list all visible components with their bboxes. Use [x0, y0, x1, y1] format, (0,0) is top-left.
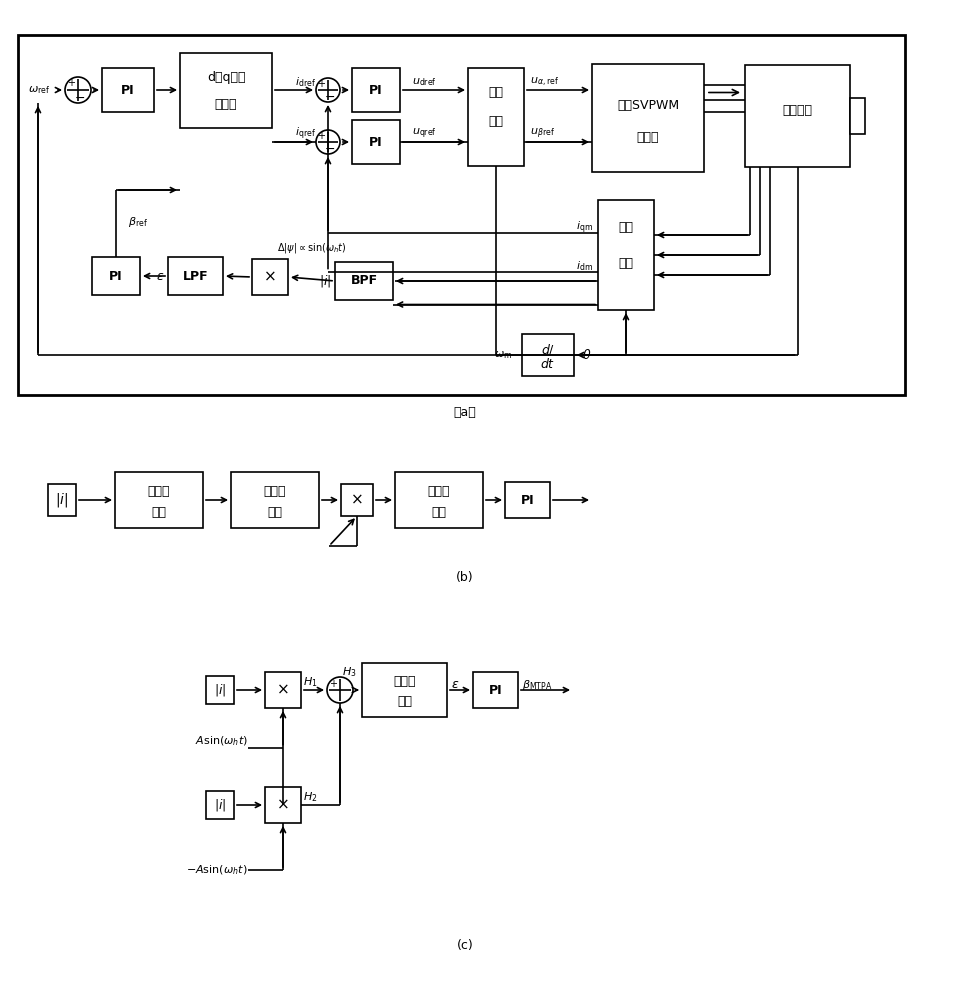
Text: LPF: LPF [182, 269, 208, 282]
Text: PI: PI [370, 135, 383, 148]
Text: $H_3$: $H_3$ [342, 665, 357, 679]
Text: −: − [325, 142, 335, 155]
Bar [335, 262, 393, 300]
Text: 波器: 波器 [397, 695, 412, 708]
Text: $i_{\rm qm}$: $i_{\rm qm}$ [576, 220, 593, 236]
Text: 变频SVPWM: 变频SVPWM [617, 99, 679, 112]
Text: 流计算: 流计算 [215, 98, 237, 110]
Text: ×: × [350, 492, 364, 508]
Text: +: + [317, 79, 325, 89]
Text: PI: PI [521, 493, 535, 506]
Text: $-A\sin(\omega_h t)$: $-A\sin(\omega_h t)$ [186, 863, 248, 877]
Text: $\omega_{\rm m}$: $\omega_{\rm m}$ [494, 349, 512, 361]
Bar [18, 35, 905, 395]
Text: $|\mathbf{\it i}|$: $|\mathbf{\it i}|$ [214, 682, 226, 698]
Text: $|\mathbf{\it i}|$: $|\mathbf{\it i}|$ [55, 491, 69, 509]
Circle shape [316, 130, 340, 154]
Circle shape [316, 78, 340, 102]
Text: ×: × [263, 269, 276, 284]
Text: PI: PI [122, 84, 135, 97]
Text: $|\mathbf{\it i}|$: $|\mathbf{\it i}|$ [214, 797, 226, 813]
Text: 波器: 波器 [431, 506, 447, 519]
Text: $u_{\alpha,{\rm ref}}$: $u_{\alpha,{\rm ref}}$ [530, 75, 559, 89]
Text: (c): (c) [456, 938, 474, 952]
Text: $d/$: $d/$ [541, 342, 555, 357]
Bar [92, 257, 140, 295]
Bar [352, 120, 400, 164]
Text: 坐标: 坐标 [488, 86, 504, 99]
Text: $i_{\rm dref}$: $i_{\rm dref}$ [295, 75, 316, 89]
Text: +: + [329, 679, 337, 689]
Text: 低通滤: 低通滤 [394, 675, 416, 688]
Text: $i_{\rm dm}$: $i_{\rm dm}$ [576, 260, 593, 273]
Bar [231, 472, 319, 528]
Bar [745, 65, 850, 167]
Text: 坐标: 坐标 [619, 221, 633, 234]
Bar [362, 663, 447, 717]
Bar [341, 484, 373, 516]
Text: $\beta_{\rm MTPA}$: $\beta_{\rm MTPA}$ [522, 678, 553, 692]
Text: $u_{\rm dref}$: $u_{\rm dref}$ [412, 76, 437, 88]
Text: （a）: （a） [454, 406, 477, 418]
Bar [48, 484, 76, 516]
Bar [592, 64, 704, 172]
Bar [102, 68, 154, 112]
Bar [352, 68, 400, 112]
Bar [252, 259, 288, 295]
Text: 变换: 变换 [619, 257, 633, 270]
Text: −: − [74, 92, 85, 104]
Bar [206, 791, 234, 819]
Text: $dt$: $dt$ [540, 357, 556, 371]
Text: $u_{\rm qref}$: $u_{\rm qref}$ [412, 127, 437, 141]
Text: ×: × [277, 798, 290, 812]
Bar [115, 472, 203, 528]
Bar [180, 53, 272, 128]
Text: $\theta$: $\theta$ [582, 348, 592, 362]
Text: BPF: BPF [350, 274, 377, 288]
Text: $H_1$: $H_1$ [303, 675, 317, 689]
Text: ×: × [277, 682, 290, 698]
Bar [206, 676, 234, 704]
Text: +: + [67, 78, 75, 88]
Bar [265, 672, 301, 708]
Text: +: + [317, 131, 325, 141]
Text: −: − [325, 91, 335, 104]
Text: PI: PI [488, 684, 503, 696]
Text: (b): (b) [456, 572, 474, 584]
Bar [168, 257, 223, 295]
Bar [850, 98, 865, 134]
Circle shape [65, 77, 91, 103]
Bar [395, 472, 483, 528]
Text: 高通滤: 高通滤 [263, 485, 287, 498]
Text: 永磁电机: 永磁电机 [783, 104, 813, 117]
Text: $H_2$: $H_2$ [303, 790, 317, 804]
Bar [473, 672, 518, 708]
Text: $i_{\rm qref}$: $i_{\rm qref}$ [295, 126, 316, 142]
Text: PI: PI [370, 84, 383, 97]
Text: $|\mathbf{\it i}|$: $|\mathbf{\it i}|$ [318, 273, 331, 289]
Text: 低通滤: 低通滤 [427, 485, 451, 498]
Circle shape [327, 677, 353, 703]
Bar [468, 68, 524, 166]
Bar [265, 787, 301, 823]
Text: 变换: 变换 [488, 115, 504, 128]
Text: $\omega_{\rm ref}$: $\omega_{\rm ref}$ [28, 84, 50, 96]
Text: $\varepsilon$: $\varepsilon$ [451, 678, 459, 692]
Bar [505, 482, 550, 518]
Bar [598, 200, 654, 310]
Text: 波器: 波器 [267, 506, 283, 519]
Text: 低通滤: 低通滤 [148, 485, 170, 498]
Text: PI: PI [109, 269, 123, 282]
Bar [522, 334, 574, 376]
Text: 逆变器: 逆变器 [637, 131, 659, 144]
Text: 波器: 波器 [152, 506, 167, 519]
Text: $u_{\beta{\rm ref}}$: $u_{\beta{\rm ref}}$ [530, 127, 555, 141]
Text: $\varepsilon$: $\varepsilon$ [155, 269, 164, 282]
Text: $\beta_{\rm ref}$: $\beta_{\rm ref}$ [128, 215, 148, 229]
Text: d、q轴电: d、q轴电 [207, 70, 245, 84]
Text: $\Delta|\psi|\propto\sin(\omega_h t)$: $\Delta|\psi|\propto\sin(\omega_h t)$ [277, 241, 346, 255]
Text: $A\sin(\omega_h t)$: $A\sin(\omega_h t)$ [195, 735, 248, 748]
